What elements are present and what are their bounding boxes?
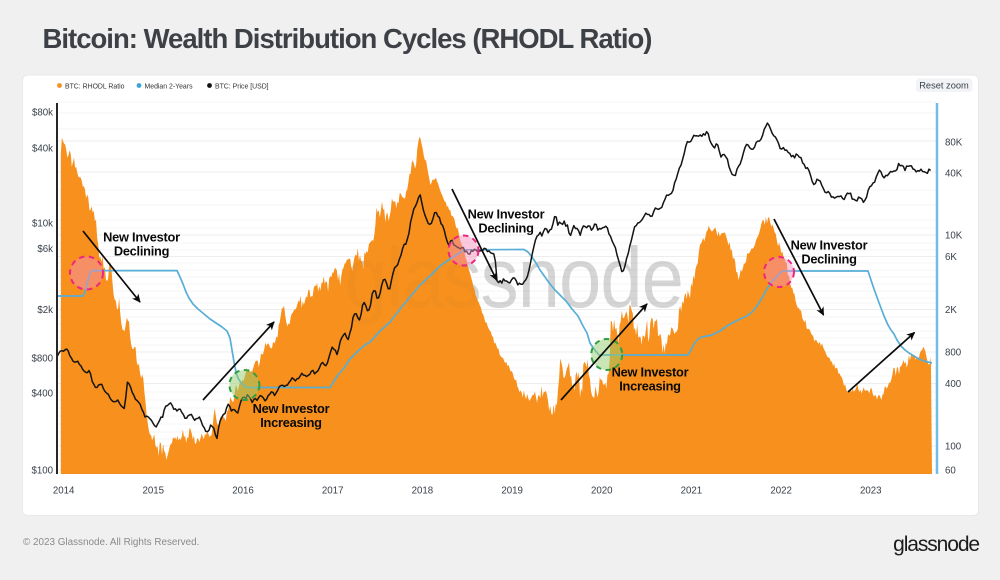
svg-text:400: 400 <box>945 379 962 390</box>
svg-text:2022: 2022 <box>770 486 792 497</box>
svg-text:40K: 40K <box>945 169 963 180</box>
svg-text:New Investor: New Investor <box>612 365 689 380</box>
svg-text:$80k: $80k <box>32 108 53 119</box>
svg-text:Reset zoom: Reset zoom <box>919 80 969 90</box>
svg-text:Declining: Declining <box>478 221 533 236</box>
svg-text:2021: 2021 <box>681 486 703 497</box>
svg-text:6K: 6K <box>945 252 957 263</box>
svg-text:New Investor: New Investor <box>468 207 545 222</box>
svg-text:2017: 2017 <box>322 486 344 497</box>
svg-text:$100: $100 <box>31 466 53 477</box>
svg-text:2019: 2019 <box>501 486 523 497</box>
svg-text:Declining: Declining <box>114 244 169 259</box>
svg-text:10K: 10K <box>945 231 963 242</box>
svg-text:800: 800 <box>945 348 962 359</box>
svg-text:New Investor: New Investor <box>791 238 868 253</box>
svg-text:2014: 2014 <box>53 486 75 497</box>
svg-text:80K: 80K <box>945 138 963 149</box>
svg-text:$400: $400 <box>31 389 53 400</box>
svg-text:$2k: $2k <box>37 305 53 316</box>
svg-text:Increasing: Increasing <box>260 415 322 430</box>
svg-text:2015: 2015 <box>143 486 165 497</box>
svg-text:2020: 2020 <box>591 486 613 497</box>
svg-text:New Investor: New Investor <box>103 230 180 245</box>
svg-text:New Investor: New Investor <box>253 401 330 416</box>
svg-text:2023: 2023 <box>860 486 882 497</box>
svg-text:$6k: $6k <box>37 244 53 255</box>
svg-text:Declining: Declining <box>801 252 856 267</box>
svg-text:$800: $800 <box>31 354 53 365</box>
svg-text:$10k: $10k <box>32 219 53 230</box>
svg-text:BTC: Price [USD]: BTC: Price [USD] <box>215 84 269 91</box>
svg-text:60: 60 <box>945 466 956 477</box>
svg-text:2018: 2018 <box>412 486 434 497</box>
svg-text:BTC: RHODL Ratio: BTC: RHODL Ratio <box>65 84 125 91</box>
svg-text:Increasing: Increasing <box>619 379 681 394</box>
svg-text:$40k: $40k <box>32 144 53 155</box>
svg-text:100: 100 <box>945 442 962 453</box>
svg-text:Median 2-Years: Median 2-Years <box>145 84 194 91</box>
svg-text:2016: 2016 <box>232 486 254 497</box>
svg-text:2K: 2K <box>945 305 957 316</box>
